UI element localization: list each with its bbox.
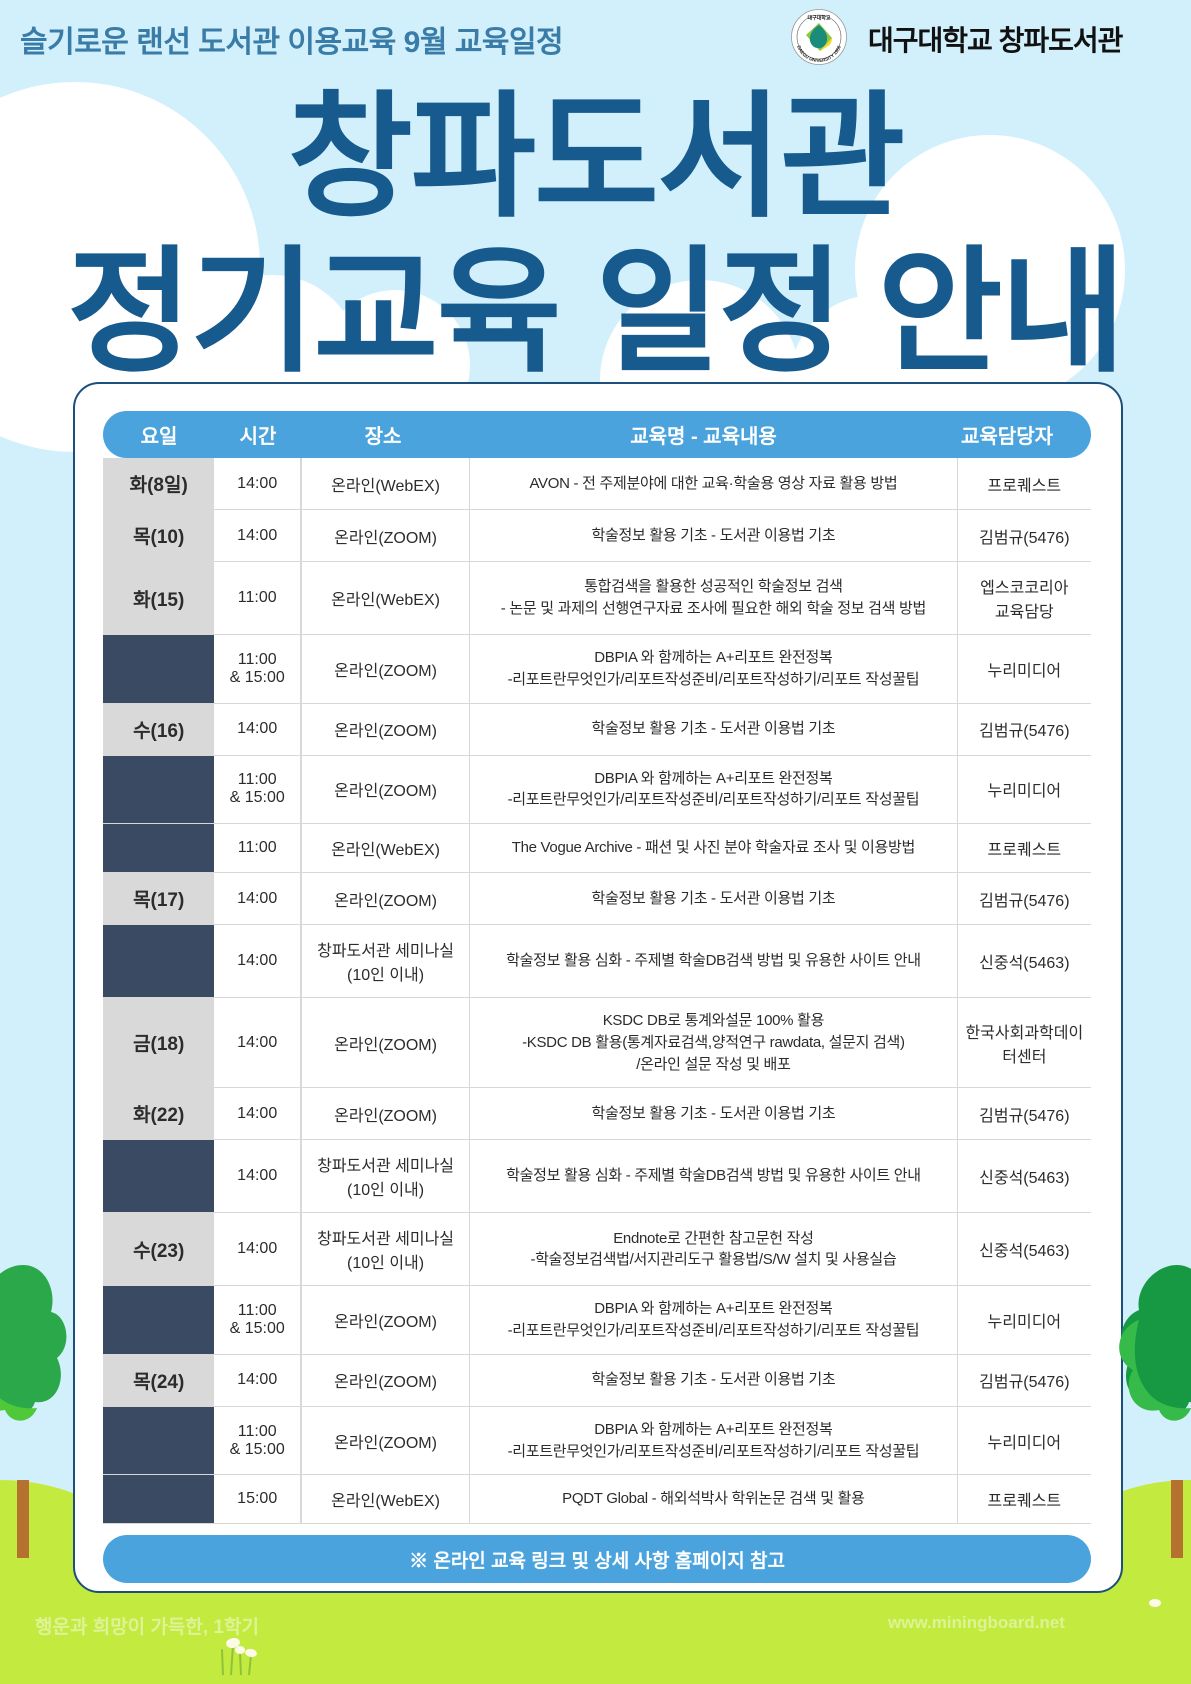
svg-text:대구대학교: 대구대학교 <box>807 15 830 22</box>
